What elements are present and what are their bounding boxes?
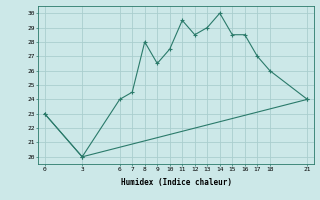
X-axis label: Humidex (Indice chaleur): Humidex (Indice chaleur) [121, 178, 231, 187]
